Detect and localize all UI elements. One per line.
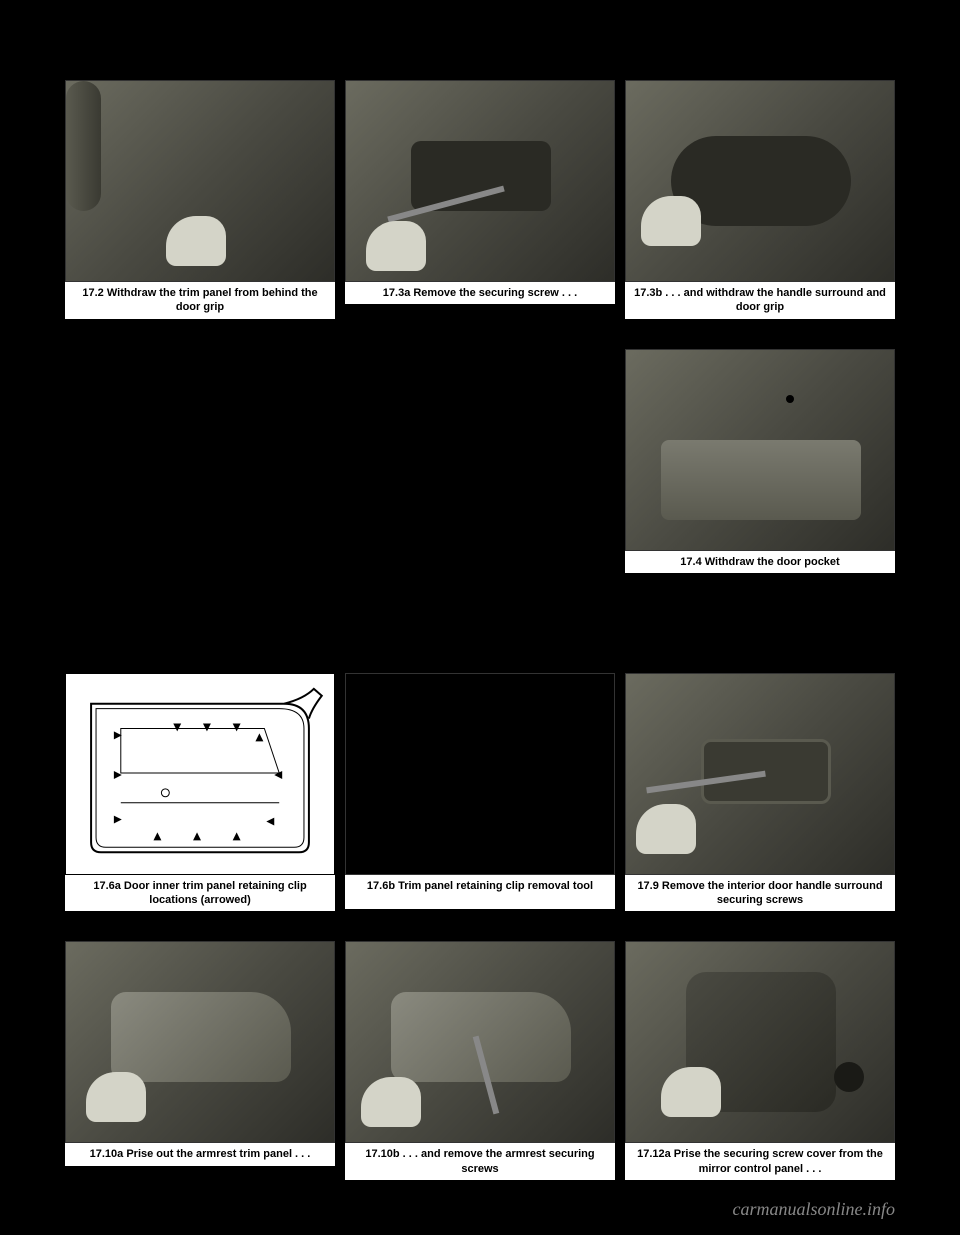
figure-cell-17-6a: 17.6a Door inner trim panel retaining cl… xyxy=(65,673,335,912)
photo-17-12a xyxy=(625,941,895,1143)
page-container: 17.2 Withdraw the trim panel from behind… xyxy=(0,0,960,1230)
screw-hole-shape xyxy=(786,395,794,403)
figure-cell-17-3b: 17.3b . . . and withdraw the handle surr… xyxy=(625,80,895,319)
caption-17-6b: 17.6b Trim panel retaining clip removal … xyxy=(345,875,615,909)
caption-17-6a: 17.6a Door inner trim panel retaining cl… xyxy=(65,875,335,912)
caption-17-3a: 17.3a Remove the securing screw . . . xyxy=(345,282,615,304)
hand-shape xyxy=(366,221,426,271)
hand-shape xyxy=(661,1067,721,1117)
control-knob-shape xyxy=(834,1062,864,1092)
hand-shape xyxy=(636,804,696,854)
caption-17-12a: 17.12a Prise the securing screw cover fr… xyxy=(625,1143,895,1180)
caption-17-9: 17.9 Remove the interior door handle sur… xyxy=(625,875,895,912)
armrest-shape xyxy=(111,992,291,1082)
figure-cell-17-3a: 17.3a Remove the securing screw . . . xyxy=(345,80,615,319)
figure-row-4: 17.10a Prise out the armrest trim panel … xyxy=(65,941,895,1180)
photo-17-10a xyxy=(65,941,335,1143)
figure-cell-17-9: 17.9 Remove the interior door handle sur… xyxy=(625,673,895,912)
hand-shape xyxy=(361,1077,421,1127)
watermark-text: carmanualsonline.info xyxy=(733,1199,896,1220)
photo-17-3a xyxy=(345,80,615,282)
figure-cell-17-4: 17.4 Withdraw the door pocket xyxy=(625,349,895,573)
hand-shape xyxy=(86,1072,146,1122)
figure-row-1: 17.2 Withdraw the trim panel from behind… xyxy=(65,80,895,319)
photo-17-10b xyxy=(345,941,615,1143)
hand-shape xyxy=(166,216,226,266)
figure-cell-17-10a: 17.10a Prise out the armrest trim panel … xyxy=(65,941,335,1180)
handle-surround-shape xyxy=(701,739,831,804)
caption-17-4: 17.4 Withdraw the door pocket xyxy=(625,551,895,573)
diagram-17-6a xyxy=(65,673,335,875)
figure-cell-17-10b: 17.10b . . . and remove the armrest secu… xyxy=(345,941,615,1180)
figure-cell-17-2: 17.2 Withdraw the trim panel from behind… xyxy=(65,80,335,319)
figure-row-3: 17.6a Door inner trim panel retaining cl… xyxy=(65,673,895,912)
photo-17-4 xyxy=(625,349,895,551)
hand-shape xyxy=(641,196,701,246)
figure-row-2: 17.4 Withdraw the door pocket xyxy=(65,349,895,573)
figure-cell-17-12a: 17.12a Prise the securing screw cover fr… xyxy=(625,941,895,1180)
caption-17-3b: 17.3b . . . and withdraw the handle surr… xyxy=(625,282,895,319)
door-pocket-shape xyxy=(661,440,861,520)
handle-recess-shape xyxy=(411,141,551,211)
photo-17-2 xyxy=(65,80,335,282)
photo-17-6b xyxy=(345,673,615,875)
caption-17-2: 17.2 Withdraw the trim panel from behind… xyxy=(65,282,335,319)
photo-17-9 xyxy=(625,673,895,875)
photo-17-3b xyxy=(625,80,895,282)
caption-17-10a: 17.10a Prise out the armrest trim panel … xyxy=(65,1143,335,1165)
door-diagram-svg xyxy=(66,674,334,874)
figure-cell-17-6b: 17.6b Trim panel retaining clip removal … xyxy=(345,673,615,912)
door-grip-shape xyxy=(66,81,101,211)
caption-17-10b: 17.10b . . . and remove the armrest secu… xyxy=(345,1143,615,1180)
